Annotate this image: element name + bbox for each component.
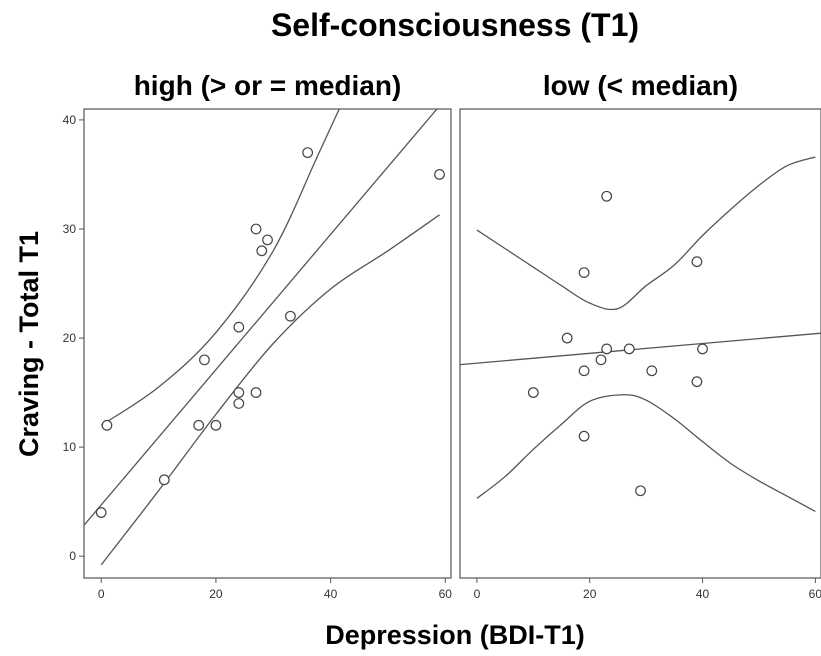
data-point — [101, 419, 113, 431]
data-point — [210, 419, 222, 431]
data-point — [250, 387, 262, 398]
data-point — [233, 387, 245, 398]
data-point — [635, 485, 646, 497]
data-point — [285, 310, 296, 322]
y-tick-label: 40 — [63, 113, 77, 127]
panel-title: low (< median) — [543, 70, 738, 101]
data-point — [233, 321, 245, 333]
x-axis-title: Depression (BDI-T1) — [325, 620, 585, 650]
panel-lines — [84, 109, 440, 566]
x-tick-label: 20 — [209, 587, 223, 601]
panel-title: high (> or = median) — [134, 70, 402, 101]
data-point — [527, 387, 539, 398]
data-point — [95, 507, 107, 518]
x-tick-label: 40 — [324, 587, 338, 601]
panel-frame — [459, 108, 821, 579]
panels-layer: high (> or = median)0 20 40 60010203040low … — [63, 70, 821, 601]
ci-line-lower — [476, 394, 816, 513]
data-point — [601, 190, 613, 202]
data-point — [623, 343, 635, 355]
data-point — [646, 365, 658, 377]
data-point — [691, 376, 703, 388]
data-point — [561, 332, 573, 344]
y-axis-title: Craving - Total T1 — [14, 231, 44, 457]
panel-frame — [83, 108, 452, 579]
data-point — [262, 234, 273, 246]
fit-line — [460, 332, 821, 366]
data-point — [578, 365, 590, 377]
ci-line-upper — [100, 109, 340, 426]
x-tick-label: 0 — [474, 587, 481, 601]
y-tick-label: 20 — [63, 331, 77, 345]
data-point — [302, 147, 314, 159]
data-point — [193, 419, 205, 431]
x-tick-label: 40 — [696, 587, 710, 601]
x-tick-label: 0 — [98, 587, 105, 601]
data-point — [578, 430, 590, 442]
data-point — [691, 256, 703, 268]
y-tick-label: 0 — [69, 549, 76, 563]
data-point — [697, 343, 708, 355]
panel-lines — [460, 156, 821, 513]
panel-2: low (< median) 0 20 40 60 — [459, 70, 821, 601]
fit-line — [84, 109, 438, 526]
x-tick-label: 20 — [583, 587, 597, 601]
data-point — [250, 223, 262, 235]
y-tick-label: 10 — [63, 440, 77, 454]
data-point — [233, 398, 245, 409]
data-point — [601, 343, 613, 355]
data-point — [595, 354, 607, 366]
data-point — [158, 474, 170, 486]
x-tick-label: 60 — [439, 587, 453, 601]
data-point — [434, 169, 445, 180]
y-tick-label: 30 — [63, 222, 77, 236]
panel-1: high (> or = median) 0 20 40 60 0 10 20 30 40 — [63, 70, 453, 601]
data-point — [199, 354, 210, 366]
data-point — [256, 245, 268, 257]
ci-line-lower — [100, 214, 440, 566]
ci-line-upper — [476, 156, 816, 311]
x-tick-label: 60 — [809, 587, 821, 601]
chart-title: Self-consciousness (T1) — [271, 7, 639, 43]
data-point — [578, 267, 590, 279]
